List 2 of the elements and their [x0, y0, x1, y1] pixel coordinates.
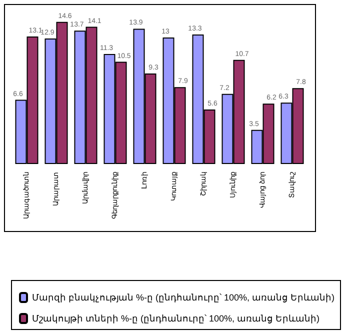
legend-label: Մարզի բնակչության %-ը (ընդհանուրը՝ 100%, առանց Երևանի) [32, 292, 335, 302]
legend-label: Մշակույթի տների %-ը (ընդհանուրը՝ 100%, առանց Երևանի) [32, 314, 320, 324]
